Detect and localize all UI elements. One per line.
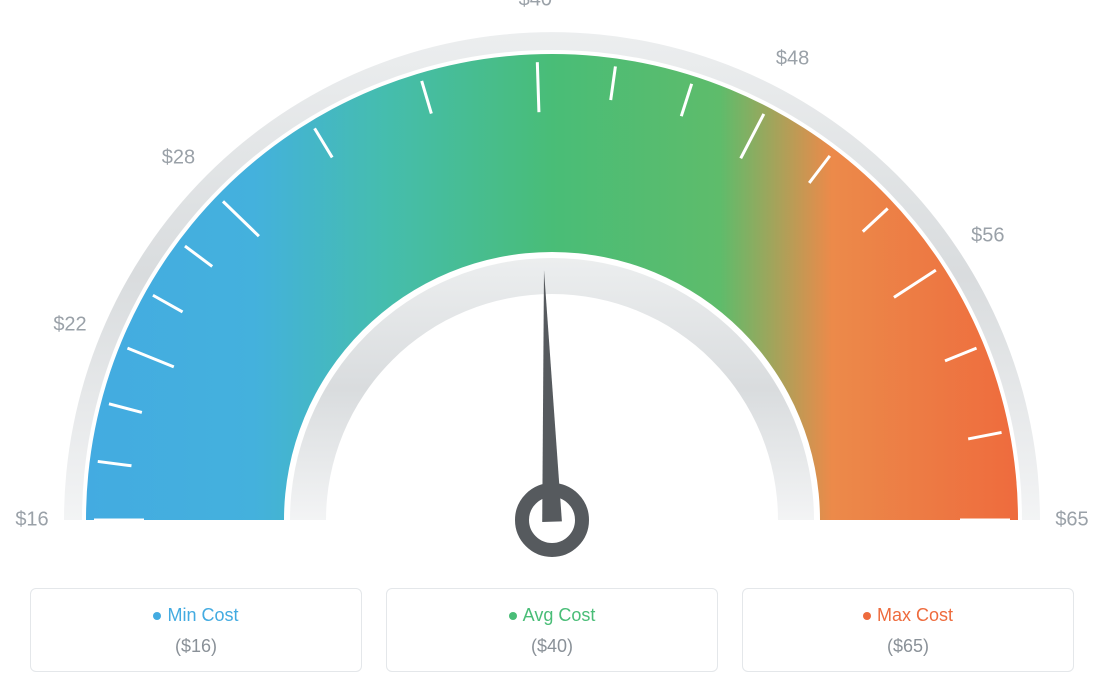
legend-row: Min Cost ($16) Avg Cost ($40) Max Cost (…	[30, 588, 1074, 672]
gauge-tick-label: $22	[53, 313, 86, 336]
gauge-tick-label: $16	[15, 509, 48, 532]
legend-label-avg: Avg Cost	[523, 605, 596, 625]
gauge-tick-label: $56	[971, 225, 1004, 248]
legend-title-max: Max Cost	[753, 605, 1063, 626]
legend-dot-avg	[509, 612, 517, 620]
gauge-tick-label: $28	[162, 147, 195, 170]
gauge-svg	[0, 0, 1104, 560]
legend-title-avg: Avg Cost	[397, 605, 707, 626]
legend-dot-max	[863, 612, 871, 620]
legend-value-min: ($16)	[41, 636, 351, 657]
legend-label-max: Max Cost	[877, 605, 953, 625]
gauge-tick-label: $65	[1055, 509, 1088, 532]
legend-value-avg: ($40)	[397, 636, 707, 657]
legend-card-max: Max Cost ($65)	[742, 588, 1074, 672]
legend-card-avg: Avg Cost ($40)	[386, 588, 718, 672]
legend-title-min: Min Cost	[41, 605, 351, 626]
legend-card-min: Min Cost ($16)	[30, 588, 362, 672]
gauge-tick-label: $40	[519, 0, 552, 12]
legend-label-min: Min Cost	[167, 605, 238, 625]
gauge-tick-label: $48	[776, 47, 809, 70]
legend-dot-min	[153, 612, 161, 620]
legend-value-max: ($65)	[753, 636, 1063, 657]
gauge-chart: $16 $22 $28 $40 $48 $56 $65	[0, 0, 1104, 560]
